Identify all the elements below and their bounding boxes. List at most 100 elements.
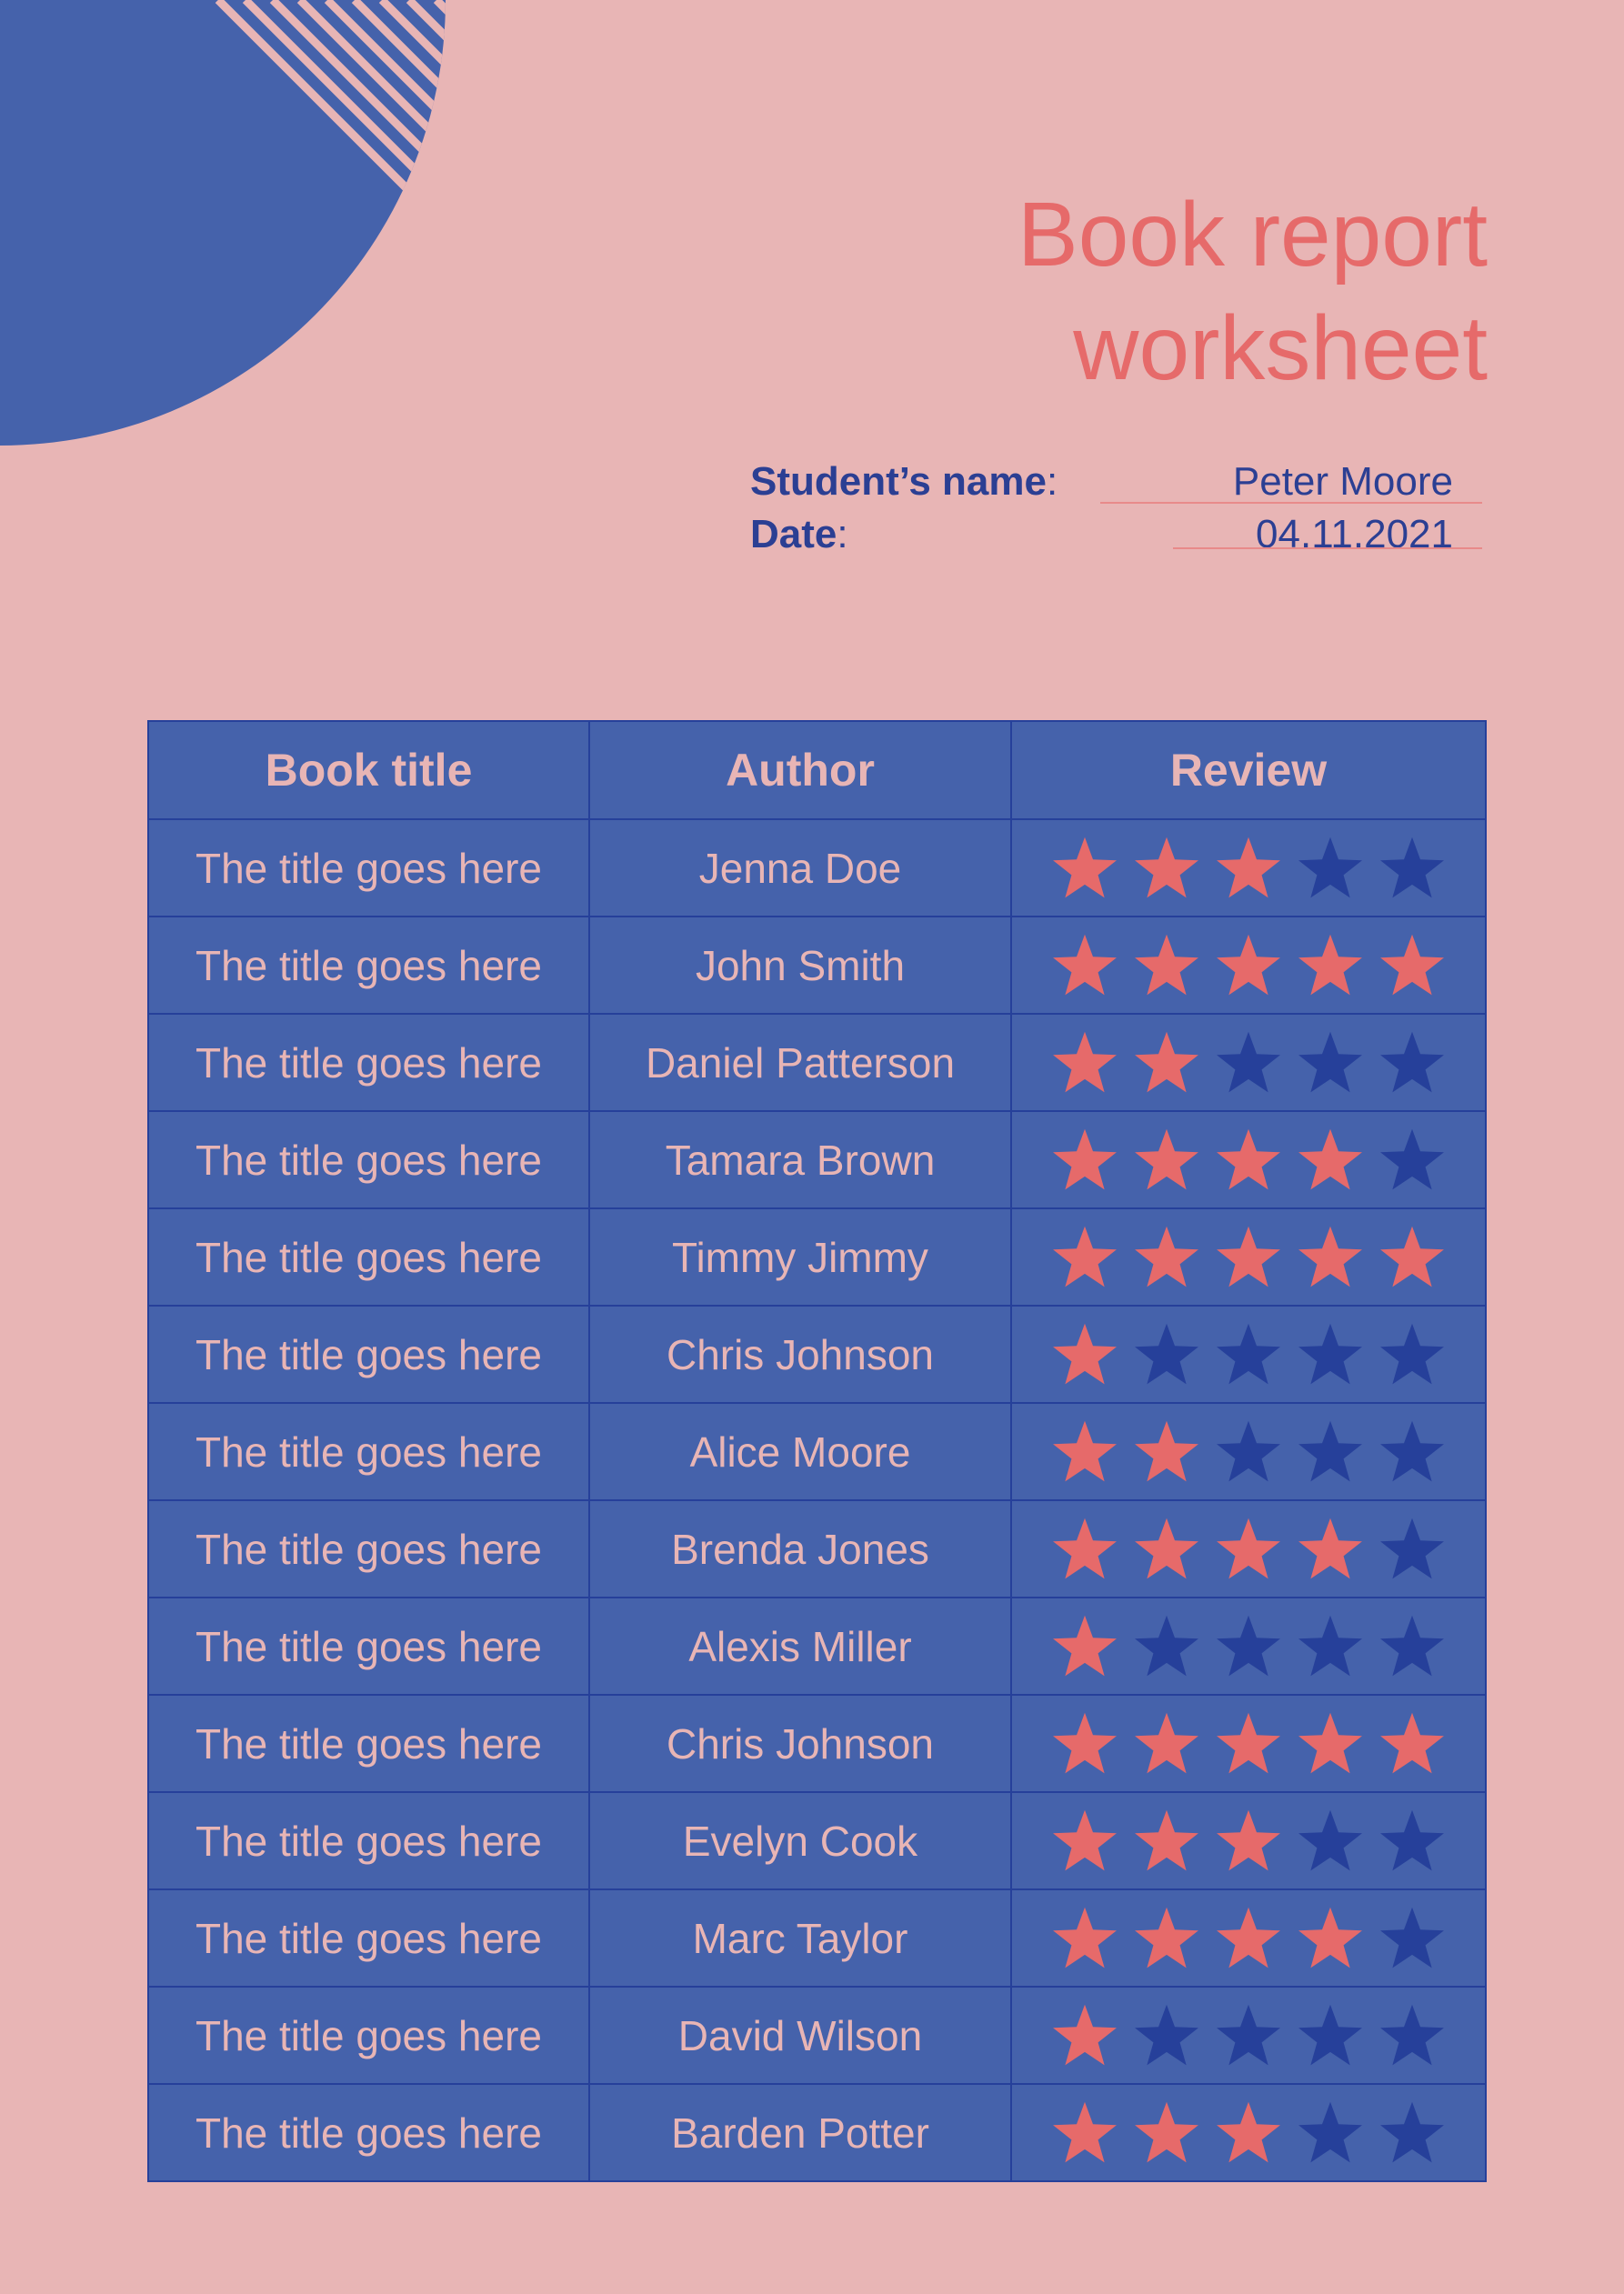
star-empty-icon[interactable] [1378, 2099, 1447, 2168]
star-empty-icon[interactable] [1132, 1320, 1201, 1389]
star-empty-icon[interactable] [1378, 1417, 1447, 1487]
star-filled-icon[interactable] [1214, 2099, 1283, 2168]
star-filled-icon[interactable] [1132, 1709, 1201, 1778]
star-empty-icon[interactable] [1378, 1320, 1447, 1389]
star-filled-icon[interactable] [1050, 1807, 1119, 1876]
author-cell[interactable]: Alexis Miller [588, 1597, 1012, 1696]
star-empty-icon[interactable] [1378, 2001, 1447, 2070]
star-filled-icon[interactable] [1050, 1223, 1119, 1292]
star-filled-icon[interactable] [1132, 1223, 1201, 1292]
star-rating[interactable] [1013, 1126, 1484, 1195]
star-filled-icon[interactable] [1378, 931, 1447, 1000]
star-empty-icon[interactable] [1214, 1028, 1283, 1097]
author-cell[interactable]: Evelyn Cook [588, 1791, 1012, 1890]
star-empty-icon[interactable] [1132, 1612, 1201, 1681]
author-cell[interactable]: Alice Moore [588, 1402, 1012, 1501]
star-filled-icon[interactable] [1132, 2099, 1201, 2168]
star-empty-icon[interactable] [1378, 1515, 1447, 1584]
star-rating[interactable] [1013, 1515, 1484, 1584]
review-cell[interactable] [1010, 1597, 1487, 1696]
star-filled-icon[interactable] [1214, 1515, 1283, 1584]
star-filled-icon[interactable] [1214, 1807, 1283, 1876]
review-cell[interactable] [1010, 1694, 1487, 1793]
star-rating[interactable] [1013, 1223, 1484, 1292]
star-filled-icon[interactable] [1050, 1904, 1119, 1973]
book-title-cell[interactable]: The title goes here [147, 1013, 590, 1112]
star-empty-icon[interactable] [1296, 1417, 1365, 1487]
star-filled-icon[interactable] [1132, 834, 1201, 903]
book-title-cell[interactable]: The title goes here [147, 1110, 590, 1209]
book-title-cell[interactable]: The title goes here [147, 1597, 590, 1696]
date-value[interactable]: 04.11.2021 [1256, 512, 1453, 556]
book-title-cell[interactable]: The title goes here [147, 1986, 590, 2085]
author-cell[interactable]: Marc Taylor [588, 1888, 1012, 1988]
star-filled-icon[interactable] [1050, 1515, 1119, 1584]
book-title-cell[interactable]: The title goes here [147, 1694, 590, 1793]
star-rating[interactable] [1013, 1612, 1484, 1681]
star-rating[interactable] [1013, 1028, 1484, 1097]
star-filled-icon[interactable] [1132, 1126, 1201, 1195]
star-filled-icon[interactable] [1050, 931, 1119, 1000]
review-cell[interactable] [1010, 1110, 1487, 1209]
author-cell[interactable]: Chris Johnson [588, 1305, 1012, 1404]
star-filled-icon[interactable] [1214, 834, 1283, 903]
book-title-cell[interactable]: The title goes here [147, 818, 590, 917]
star-empty-icon[interactable] [1378, 1612, 1447, 1681]
star-empty-icon[interactable] [1296, 1612, 1365, 1681]
star-empty-icon[interactable] [1378, 1126, 1447, 1195]
star-rating[interactable] [1013, 1417, 1484, 1487]
star-filled-icon[interactable] [1132, 1904, 1201, 1973]
star-rating[interactable] [1013, 1904, 1484, 1973]
star-empty-icon[interactable] [1378, 1904, 1447, 1973]
star-filled-icon[interactable] [1132, 1807, 1201, 1876]
review-cell[interactable] [1010, 1986, 1487, 2085]
review-cell[interactable] [1010, 1888, 1487, 1988]
review-cell[interactable] [1010, 1402, 1487, 1501]
star-rating[interactable] [1013, 2099, 1484, 2168]
author-cell[interactable]: Barden Potter [588, 2083, 1012, 2182]
star-filled-icon[interactable] [1378, 1709, 1447, 1778]
book-title-cell[interactable]: The title goes here [147, 1305, 590, 1404]
author-cell[interactable]: Jenna Doe [588, 818, 1012, 917]
star-empty-icon[interactable] [1214, 1417, 1283, 1487]
star-rating[interactable] [1013, 2001, 1484, 2070]
book-title-cell[interactable]: The title goes here [147, 2083, 590, 2182]
star-filled-icon[interactable] [1296, 931, 1365, 1000]
student-name-value[interactable]: Peter Moore [1232, 459, 1453, 504]
star-filled-icon[interactable] [1050, 1417, 1119, 1487]
star-empty-icon[interactable] [1378, 1807, 1447, 1876]
star-filled-icon[interactable] [1050, 1028, 1119, 1097]
star-filled-icon[interactable] [1050, 2001, 1119, 2070]
star-filled-icon[interactable] [1378, 1223, 1447, 1292]
star-filled-icon[interactable] [1132, 1028, 1201, 1097]
author-cell[interactable]: John Smith [588, 916, 1012, 1015]
star-filled-icon[interactable] [1050, 1126, 1119, 1195]
star-rating[interactable] [1013, 931, 1484, 1000]
star-filled-icon[interactable] [1132, 931, 1201, 1000]
book-title-cell[interactable]: The title goes here [147, 1402, 590, 1501]
star-filled-icon[interactable] [1050, 834, 1119, 903]
review-cell[interactable] [1010, 1499, 1487, 1598]
star-filled-icon[interactable] [1050, 2099, 1119, 2168]
star-empty-icon[interactable] [1296, 1320, 1365, 1389]
book-title-cell[interactable]: The title goes here [147, 1888, 590, 1988]
star-filled-icon[interactable] [1296, 1126, 1365, 1195]
star-empty-icon[interactable] [1214, 1320, 1283, 1389]
star-empty-icon[interactable] [1378, 1028, 1447, 1097]
star-rating[interactable] [1013, 1807, 1484, 1876]
review-cell[interactable] [1010, 1305, 1487, 1404]
star-filled-icon[interactable] [1132, 1515, 1201, 1584]
star-filled-icon[interactable] [1296, 1515, 1365, 1584]
star-rating[interactable] [1013, 834, 1484, 903]
star-empty-icon[interactable] [1296, 1807, 1365, 1876]
star-filled-icon[interactable] [1050, 1612, 1119, 1681]
book-title-cell[interactable]: The title goes here [147, 1207, 590, 1307]
review-cell[interactable] [1010, 1207, 1487, 1307]
star-rating[interactable] [1013, 1320, 1484, 1389]
star-empty-icon[interactable] [1296, 2099, 1365, 2168]
star-empty-icon[interactable] [1296, 1028, 1365, 1097]
review-cell[interactable] [1010, 916, 1487, 1015]
star-filled-icon[interactable] [1214, 1709, 1283, 1778]
star-filled-icon[interactable] [1132, 1417, 1201, 1487]
star-filled-icon[interactable] [1050, 1709, 1119, 1778]
